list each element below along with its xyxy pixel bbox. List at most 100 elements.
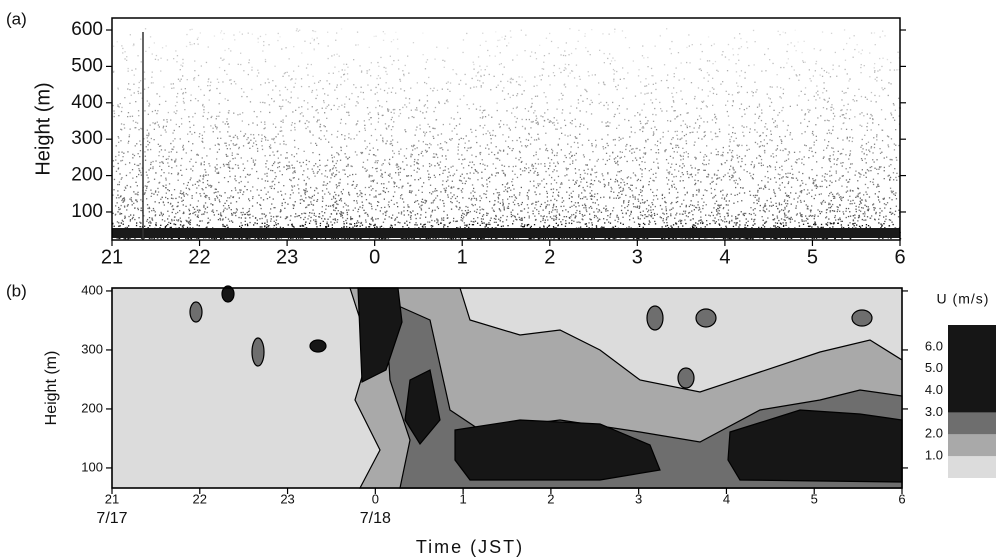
echo-dot [121, 111, 122, 112]
echo-dot [517, 55, 518, 56]
echo-dot [655, 114, 656, 115]
echo-dot [824, 99, 825, 100]
echo-dot [217, 152, 218, 153]
echo-dot [119, 173, 120, 174]
echo-dot [263, 45, 264, 46]
echo-dot [202, 135, 203, 136]
echo-dot [480, 225, 481, 226]
echo-dot [836, 171, 837, 172]
echo-dot [392, 117, 393, 118]
echo-dot [767, 171, 768, 172]
echo-dot [739, 108, 740, 109]
echo-dot [155, 214, 156, 215]
echo-dot [742, 125, 743, 126]
echo-dot [444, 103, 445, 104]
echo-dot [168, 152, 169, 153]
echo-dot [317, 171, 318, 172]
echo-dot [798, 95, 799, 96]
echo-dot [664, 222, 665, 223]
echo-dot [325, 209, 326, 210]
echo-dot [134, 92, 135, 93]
echo-dot [404, 104, 405, 105]
echo-dot [169, 183, 170, 184]
echo-dot [860, 67, 861, 68]
echo-dot [337, 136, 338, 137]
echo-dot [147, 141, 148, 142]
echo-dot [761, 159, 762, 160]
echo-dot [395, 172, 396, 173]
echo-dot [294, 123, 295, 124]
echo-dot [640, 212, 641, 213]
echo-dot [310, 132, 311, 133]
echo-dot [662, 226, 663, 227]
echo-dot [817, 117, 818, 118]
echo-dot [860, 147, 861, 148]
echo-dot [225, 123, 226, 124]
echo-dot [829, 193, 830, 194]
echo-dot [235, 212, 236, 213]
echo-dot [288, 75, 289, 76]
echo-dot [553, 218, 554, 219]
echo-dot [804, 156, 805, 157]
echo-dot [429, 131, 430, 132]
echo-dot [715, 223, 716, 224]
echo-dot [161, 169, 162, 170]
echo-dot [586, 209, 587, 210]
echo-dot [739, 144, 740, 145]
echo-dot [847, 137, 848, 138]
echo-dot [767, 94, 768, 95]
echo-dot [785, 173, 786, 174]
echo-dot [615, 139, 616, 140]
echo-dot [513, 148, 514, 149]
echo-dot [607, 121, 608, 122]
echo-dot [301, 165, 302, 166]
echo-dot [871, 129, 872, 130]
echo-dot [445, 166, 446, 167]
echo-dot [369, 69, 370, 70]
echo-dot [754, 223, 755, 224]
echo-dot [133, 45, 134, 46]
echo-dot [726, 213, 727, 214]
echo-dot [371, 218, 372, 219]
echo-dot [587, 128, 588, 129]
echo-dot [784, 201, 785, 202]
echo-dot [353, 84, 354, 85]
echo-dot [536, 122, 537, 123]
echo-dot [870, 118, 871, 119]
echo-dot [482, 118, 483, 119]
echo-dot [452, 130, 453, 131]
echo-dot [677, 116, 678, 117]
echo-dot [628, 187, 629, 188]
echo-dot [242, 112, 243, 113]
echo-dot [383, 163, 384, 164]
echo-dot [859, 113, 860, 114]
echo-dot [705, 135, 706, 136]
echo-dot [642, 190, 643, 191]
echo-dot [295, 78, 296, 79]
echo-dot [191, 150, 192, 151]
echo-dot [283, 199, 284, 200]
echo-dot [703, 160, 704, 161]
echo-dot [667, 183, 668, 184]
echo-dot [407, 204, 408, 205]
echo-dot [433, 136, 434, 137]
echo-dot [571, 206, 572, 207]
echo-dot [314, 83, 315, 84]
echo-dot [190, 220, 191, 221]
echo-dot [176, 102, 177, 103]
echo-dot [833, 113, 834, 114]
echo-dot [403, 74, 404, 75]
echo-dot [657, 141, 658, 142]
echo-dot [436, 47, 437, 48]
echo-dot [254, 222, 255, 223]
echo-dot [555, 166, 556, 167]
echo-dot [208, 163, 209, 164]
echo-dot [876, 134, 877, 135]
echo-dot [377, 183, 378, 184]
echo-dot [711, 153, 712, 154]
echo-dot [655, 223, 656, 224]
echo-dot [291, 180, 292, 181]
echo-dot [230, 79, 231, 80]
echo-dot [860, 227, 861, 228]
